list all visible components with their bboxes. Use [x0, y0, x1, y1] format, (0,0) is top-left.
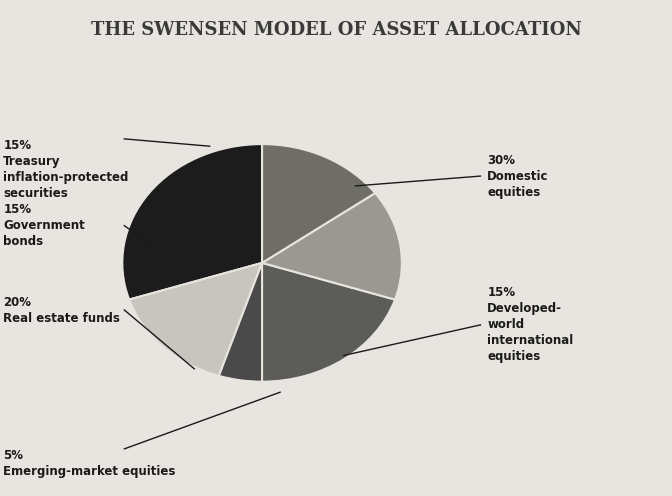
- Text: 15%
Treasury
inflation-protected
securities: 15% Treasury inflation-protected securit…: [3, 139, 129, 200]
- Text: 15%
Government
bonds: 15% Government bonds: [3, 203, 85, 248]
- Wedge shape: [122, 144, 262, 300]
- Text: 5%
Emerging-market equities: 5% Emerging-market equities: [3, 449, 176, 478]
- Text: 30%
Domestic
equities: 30% Domestic equities: [487, 154, 549, 198]
- Wedge shape: [219, 263, 262, 382]
- Wedge shape: [262, 144, 375, 263]
- Text: 20%
Real estate funds: 20% Real estate funds: [3, 296, 120, 324]
- Wedge shape: [262, 263, 395, 382]
- Wedge shape: [129, 263, 262, 376]
- Text: THE SWENSEN MODEL OF ASSET ALLOCATION: THE SWENSEN MODEL OF ASSET ALLOCATION: [91, 21, 581, 39]
- Text: 15%
Developed-
world
international
equities: 15% Developed- world international equit…: [487, 286, 573, 364]
- Wedge shape: [262, 193, 402, 300]
